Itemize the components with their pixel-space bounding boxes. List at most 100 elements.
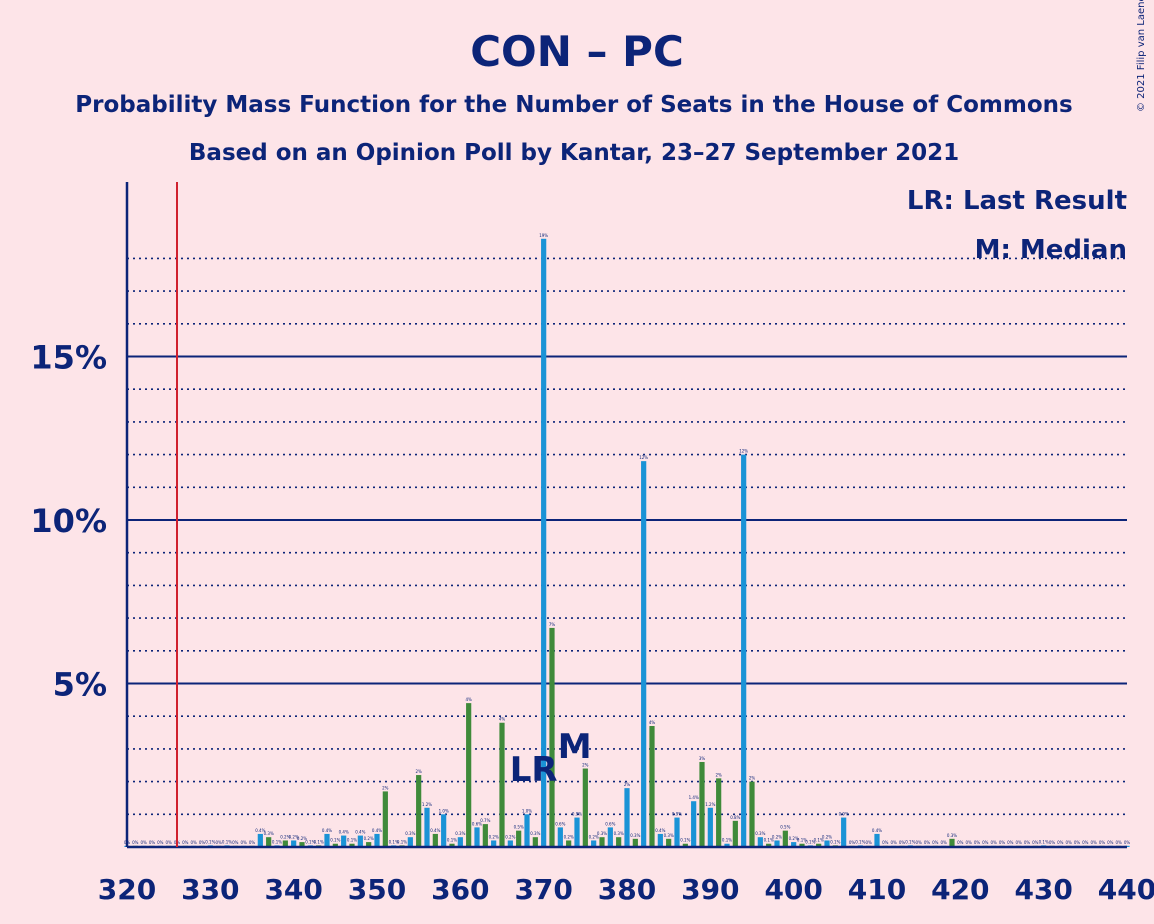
bar-value-label: 12%	[739, 449, 748, 454]
bar-value-label: 0.1%	[397, 839, 407, 844]
bar-value-label: 1.0%	[522, 808, 532, 813]
bar-value-label: 2%	[624, 782, 631, 787]
bar-value-label: 0%	[957, 840, 964, 845]
seat-bar	[407, 837, 413, 847]
seat-bar	[382, 791, 388, 847]
bar-value-label: 0%	[149, 840, 156, 845]
bar-value-label: 0%	[1124, 840, 1131, 845]
seat-bar	[774, 840, 780, 847]
seat-bar	[816, 843, 822, 847]
seat-bar	[616, 837, 622, 847]
bar-value-label: 1.4%	[689, 795, 699, 800]
seat-bar	[524, 814, 530, 847]
bar-value-label: 0.7%	[480, 818, 490, 823]
chart-subtitle-poll: Based on an Opinion Poll by Kantar, 23–2…	[189, 140, 959, 166]
seat-bar	[732, 820, 738, 847]
gridlines: 5% 10% 15%	[30, 257, 1127, 816]
bar-value-label: 0.4%	[372, 828, 382, 833]
bar-value-label: 0%	[1074, 840, 1081, 845]
legend-median: M: Median	[975, 235, 1127, 265]
seat-bar	[532, 837, 538, 847]
seat-bar	[741, 454, 747, 847]
seat-bar	[624, 788, 630, 847]
seat-bar	[349, 843, 355, 847]
bar-value-label: 0%	[965, 840, 972, 845]
bar-value-label: 0.2%	[822, 834, 832, 839]
bar-value-label: 0.3%	[597, 831, 607, 836]
seat-bar	[657, 833, 663, 847]
seat-bar	[799, 843, 805, 847]
seat-bar	[557, 827, 563, 847]
x-tick-label: 320	[98, 873, 156, 906]
bar-value-label: 0.1%	[722, 838, 732, 843]
bar-value-label: 0%	[932, 840, 939, 845]
seat-bar	[757, 837, 763, 847]
x-tick-label: 400	[764, 873, 822, 906]
bar-value-label: 0%	[140, 840, 147, 845]
seat-bar	[482, 824, 488, 847]
x-tick-label: 420	[931, 873, 989, 906]
bar-value-label: 2%	[582, 763, 589, 768]
bar-value-label: 0.4%	[430, 828, 440, 833]
seat-bar	[699, 761, 705, 847]
axes: 320 330 340 350 360 370 380 390 400 410 420 430 440 L…	[98, 182, 1154, 906]
bar-value-label: 0.2%	[564, 834, 574, 839]
bar-value-label: 0%	[1057, 840, 1064, 845]
x-tick-label: 430	[1014, 873, 1072, 906]
seat-bar	[474, 827, 480, 847]
bar-value-label: 0.3%	[755, 831, 765, 836]
bar-value-label: 0.2%	[297, 836, 307, 841]
bar-value-label: 0.1%	[905, 839, 915, 844]
bar-value-label: 0.1%	[797, 838, 807, 843]
bar-value-label: 0%	[199, 840, 206, 845]
seat-bar	[424, 807, 430, 847]
seat-bar	[324, 833, 330, 847]
bar-value-label: 0.4%	[872, 828, 882, 833]
bar-value-label: 0.1%	[305, 839, 315, 844]
bar-value-label: 0%	[890, 840, 897, 845]
bar-value-label: 0.4%	[339, 830, 349, 835]
bar-value-label: 0.8%	[730, 815, 740, 820]
x-tick-label: 370	[514, 873, 572, 906]
bar-value-label: 0%	[899, 840, 906, 845]
bar-value-label: 0.2%	[789, 836, 799, 841]
seat-bar	[824, 840, 830, 847]
bar-value-label: 0%	[249, 840, 256, 845]
seat-bar	[607, 827, 613, 847]
seat-bar	[666, 838, 672, 847]
seat-bar	[466, 703, 472, 847]
x-tick-label: 340	[264, 873, 322, 906]
bar-value-label: 0.6%	[555, 821, 565, 826]
bar-value-label: 0.1%	[680, 838, 690, 843]
bar-value-label: 0%	[882, 840, 889, 845]
seat-bar	[432, 833, 438, 847]
bar-value-label: 0.2%	[589, 834, 599, 839]
y-tick-label: 15%	[30, 339, 107, 377]
bar-value-label: 0%	[240, 840, 247, 845]
seat-bar	[291, 840, 297, 847]
bar-value-label: 0%	[190, 840, 197, 845]
y-tick-label: 10%	[30, 502, 107, 540]
x-tick-label: 410	[848, 873, 906, 906]
chart-subtitle: Probability Mass Function for the Number…	[75, 92, 1072, 118]
seat-bar	[591, 840, 597, 847]
bar-value-label: 0.3%	[405, 831, 415, 836]
bar-value-label: 0%	[982, 840, 989, 845]
bar-value-label: 0%	[974, 840, 981, 845]
bar-value-label: 0.1%	[272, 839, 282, 844]
bar-value-label: 0.3%	[947, 833, 957, 838]
bar-value-label: 0%	[940, 840, 947, 845]
x-tick-label: 350	[348, 873, 406, 906]
seat-bar	[516, 830, 522, 847]
bar-value-label: 0%	[157, 840, 164, 845]
seat-bar	[641, 461, 647, 847]
bar-value-label: 0.1%	[347, 838, 357, 843]
seat-bar	[357, 835, 363, 847]
bar-value-label: 0.3%	[630, 833, 640, 838]
bar-value-label: 0%	[865, 840, 872, 845]
bar-value-label: 4%	[499, 717, 506, 722]
bar-value-label: 0.3%	[264, 831, 274, 836]
bar-value-label: 0.4%	[355, 830, 365, 835]
bar-value-label: 0%	[1032, 840, 1039, 845]
